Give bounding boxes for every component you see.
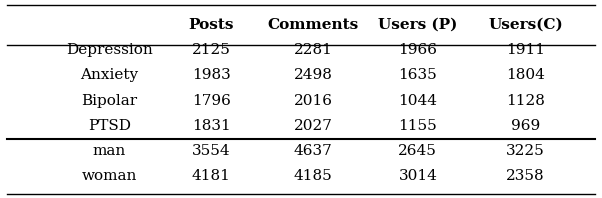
Text: Users (P): Users (P) bbox=[378, 18, 458, 32]
Text: 1044: 1044 bbox=[399, 94, 437, 108]
Text: man: man bbox=[93, 144, 126, 158]
Text: Posts: Posts bbox=[188, 18, 234, 32]
Text: 2281: 2281 bbox=[294, 43, 332, 57]
Text: Depression: Depression bbox=[66, 43, 153, 57]
Text: 969: 969 bbox=[511, 119, 541, 133]
Text: 2125: 2125 bbox=[191, 43, 231, 57]
Text: 1911: 1911 bbox=[506, 43, 545, 57]
Text: 1635: 1635 bbox=[399, 68, 437, 82]
Text: 1983: 1983 bbox=[192, 68, 231, 82]
Text: woman: woman bbox=[81, 169, 137, 183]
Text: PTSD: PTSD bbox=[88, 119, 131, 133]
Text: 1966: 1966 bbox=[399, 43, 437, 57]
Text: Users(C): Users(C) bbox=[488, 18, 563, 32]
Text: 3014: 3014 bbox=[399, 169, 437, 183]
Text: 3225: 3225 bbox=[506, 144, 545, 158]
Text: Anxiety: Anxiety bbox=[80, 68, 138, 82]
Text: 3554: 3554 bbox=[192, 144, 231, 158]
Text: 2027: 2027 bbox=[294, 119, 332, 133]
Text: 1155: 1155 bbox=[399, 119, 437, 133]
Text: 1796: 1796 bbox=[191, 94, 231, 108]
Text: 1128: 1128 bbox=[506, 94, 545, 108]
Text: Bipolar: Bipolar bbox=[81, 94, 137, 108]
Text: 2358: 2358 bbox=[506, 169, 545, 183]
Text: 4181: 4181 bbox=[191, 169, 231, 183]
Text: 1831: 1831 bbox=[192, 119, 231, 133]
Text: 2498: 2498 bbox=[294, 68, 332, 82]
Text: 1804: 1804 bbox=[506, 68, 545, 82]
Text: 2645: 2645 bbox=[399, 144, 437, 158]
Text: 2016: 2016 bbox=[294, 94, 332, 108]
Text: 4637: 4637 bbox=[294, 144, 332, 158]
Text: Comments: Comments bbox=[267, 18, 359, 32]
Text: 4185: 4185 bbox=[294, 169, 332, 183]
